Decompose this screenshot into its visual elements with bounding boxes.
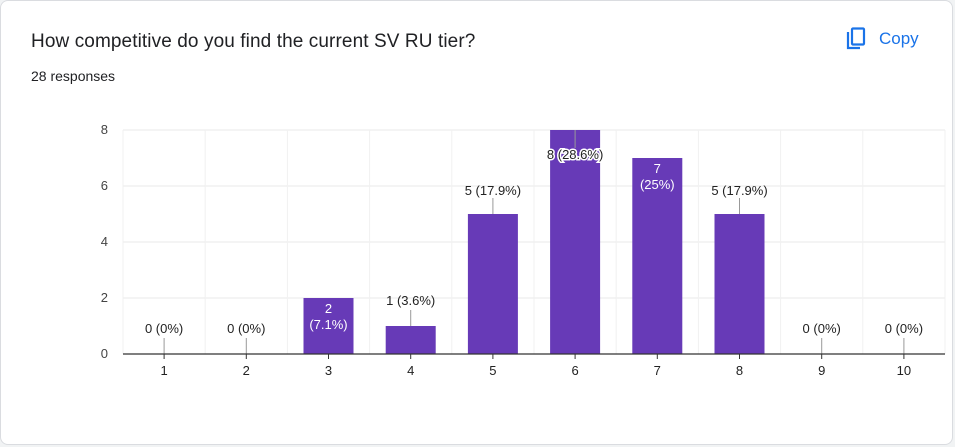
copy-label: Copy	[879, 29, 919, 48]
x-tick-label: 2	[243, 363, 250, 378]
x-tick-label: 1	[160, 363, 167, 378]
x-tick-label: 8	[736, 363, 743, 378]
y-tick-label: 8	[101, 122, 108, 137]
data-label: 8 (28.6%)	[547, 147, 603, 162]
y-tick-label: 0	[101, 346, 108, 361]
data-label: 0 (0%)	[145, 321, 183, 336]
data-label: 5 (17.9%)	[711, 183, 767, 198]
copy-icon	[845, 27, 867, 51]
bar	[632, 158, 683, 354]
data-label: 0 (0%)	[885, 321, 923, 336]
bar	[385, 326, 436, 354]
x-tick-label: 10	[897, 363, 911, 378]
data-label: 5 (17.9%)	[465, 183, 521, 198]
x-tick-label: 5	[489, 363, 496, 378]
data-label: 0 (0%)	[803, 321, 841, 336]
y-tick-label: 6	[101, 178, 108, 193]
data-label: 0 (0%)	[227, 321, 265, 336]
data-label: 7 (25%)	[640, 161, 675, 192]
bar	[714, 214, 765, 354]
response-count: 28 responses	[31, 68, 116, 84]
x-tick-label: 6	[571, 363, 578, 378]
bar	[550, 130, 601, 354]
question-title: How competitive do you find the current …	[31, 31, 476, 52]
data-label: 2 (7.1%)	[309, 301, 347, 332]
x-tick-label: 7	[654, 363, 661, 378]
x-tick-label: 9	[818, 363, 825, 378]
bar	[303, 298, 354, 354]
y-tick-label: 2	[101, 290, 108, 305]
copy-button[interactable]: Copy	[839, 21, 939, 57]
x-tick-label: 3	[325, 363, 332, 378]
x-tick-label: 4	[407, 363, 414, 378]
bar	[467, 214, 518, 354]
data-label: 1 (3.6%)	[386, 293, 435, 308]
y-tick-label: 4	[101, 234, 108, 249]
